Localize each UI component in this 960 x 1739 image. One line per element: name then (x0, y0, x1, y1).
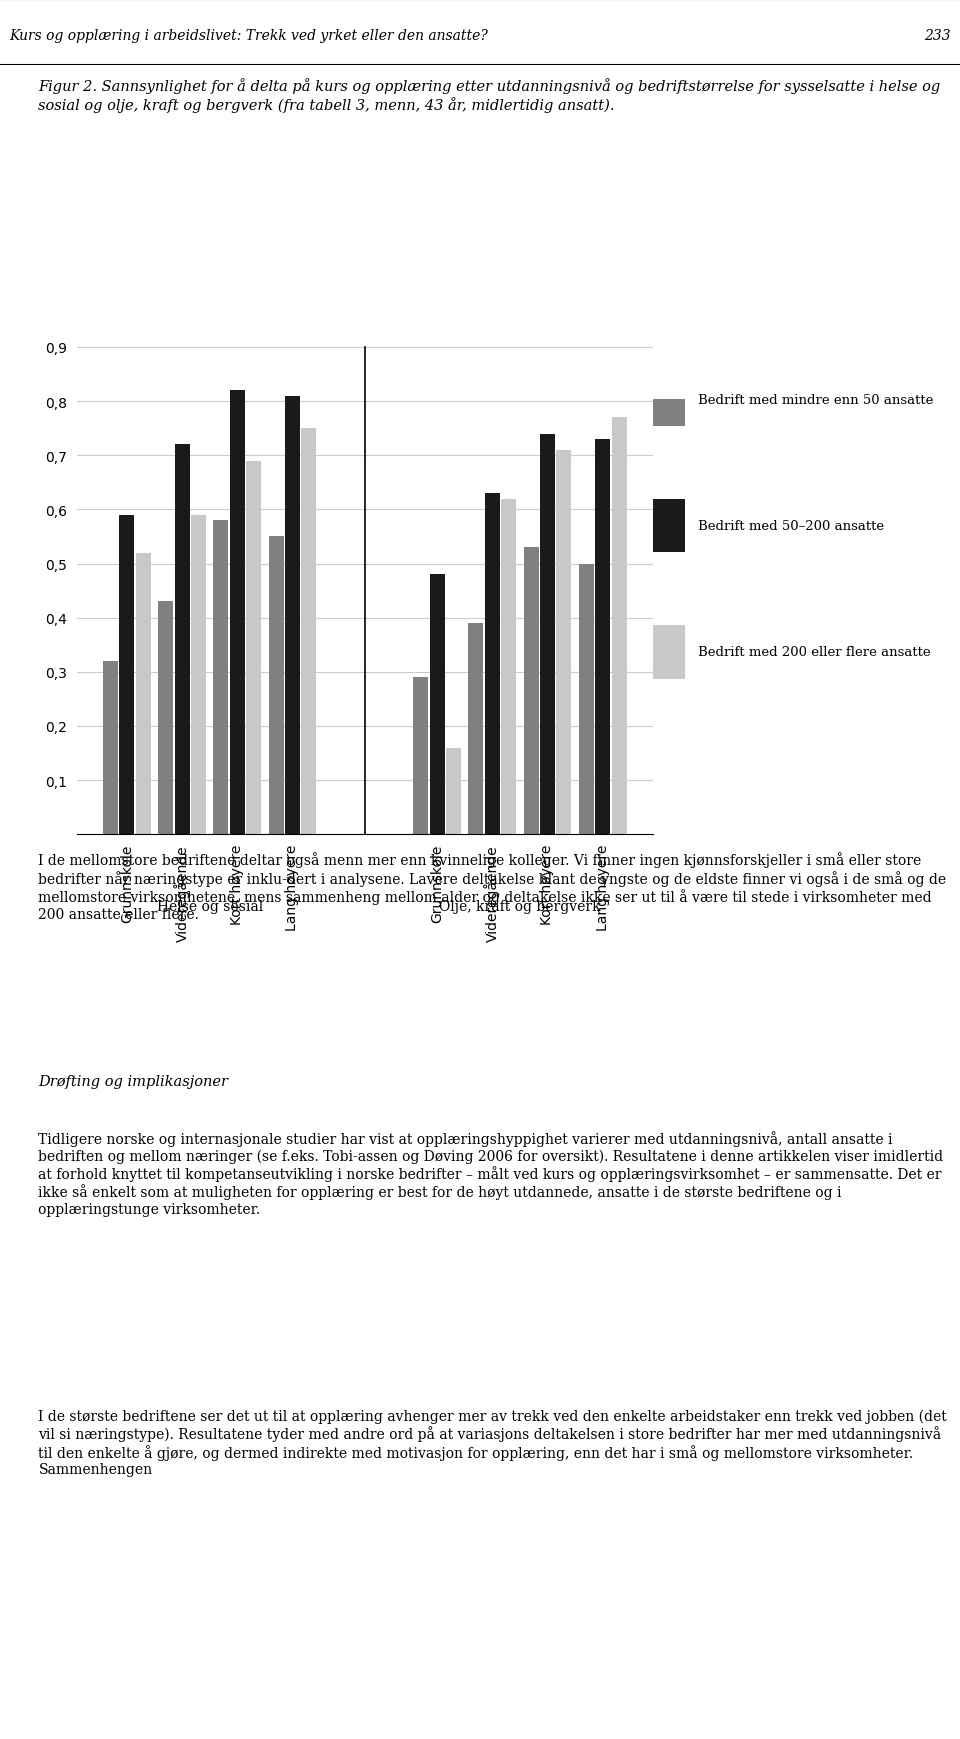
Bar (285, 396, 300, 835)
Bar (557, 450, 571, 835)
Bar (119, 515, 134, 835)
Bar (175, 445, 190, 835)
Text: 233: 233 (924, 30, 950, 43)
Bar (135, 553, 151, 835)
Text: Olje, kraft og bergverk: Olje, kraft og bergverk (439, 899, 601, 913)
Text: I de største bedriftene ser det ut til at opplæring avhenger mer av trekk ved de: I de største bedriftene ser det ut til a… (38, 1409, 948, 1476)
Text: Bedrift med mindre enn 50 ansatte: Bedrift med mindre enn 50 ansatte (699, 393, 934, 407)
Bar (501, 499, 516, 835)
Bar (246, 461, 261, 835)
Text: Bedrift med 200 eller flere ansatte: Bedrift med 200 eller flere ansatte (699, 645, 931, 659)
Text: Kurs og opplæring i arbeidslivet: Trekk ved yrket eller den ansatte?: Kurs og opplæring i arbeidslivet: Trekk … (10, 30, 489, 43)
Text: Tidligere norske og internasjonale studier har vist at opplæringshyppighet varie: Tidligere norske og internasjonale studi… (38, 1130, 944, 1216)
Text: I de mellomstore bedriftene deltar også menn mer enn kvinnelige kolleger. Vi fin: I de mellomstore bedriftene deltar også … (38, 852, 947, 922)
Bar (301, 430, 317, 835)
Bar (269, 537, 283, 835)
Bar (523, 548, 539, 835)
Bar (413, 678, 428, 835)
Bar (213, 522, 228, 835)
Bar (595, 440, 611, 835)
Bar (191, 515, 206, 835)
FancyBboxPatch shape (653, 499, 685, 553)
Text: Figur 2. Sannsynlighet for å delta på kurs og opplæring etter utdanningsnivå og : Figur 2. Sannsynlighet for å delta på ku… (38, 78, 941, 113)
Bar (468, 624, 484, 835)
Bar (579, 563, 594, 835)
Bar (485, 494, 500, 835)
Bar (446, 748, 461, 835)
Bar (103, 661, 118, 835)
Text: Drøfting og implikasjoner: Drøfting og implikasjoner (38, 1075, 228, 1089)
FancyBboxPatch shape (653, 374, 685, 426)
Bar (429, 576, 444, 835)
Bar (158, 602, 173, 835)
FancyBboxPatch shape (653, 626, 685, 680)
Bar (229, 391, 245, 835)
Text: Bedrift med 50–200 ansatte: Bedrift med 50–200 ansatte (699, 520, 884, 532)
Bar (540, 435, 555, 835)
Bar (612, 417, 627, 835)
Text: Helse og sosial: Helse og sosial (156, 899, 263, 913)
